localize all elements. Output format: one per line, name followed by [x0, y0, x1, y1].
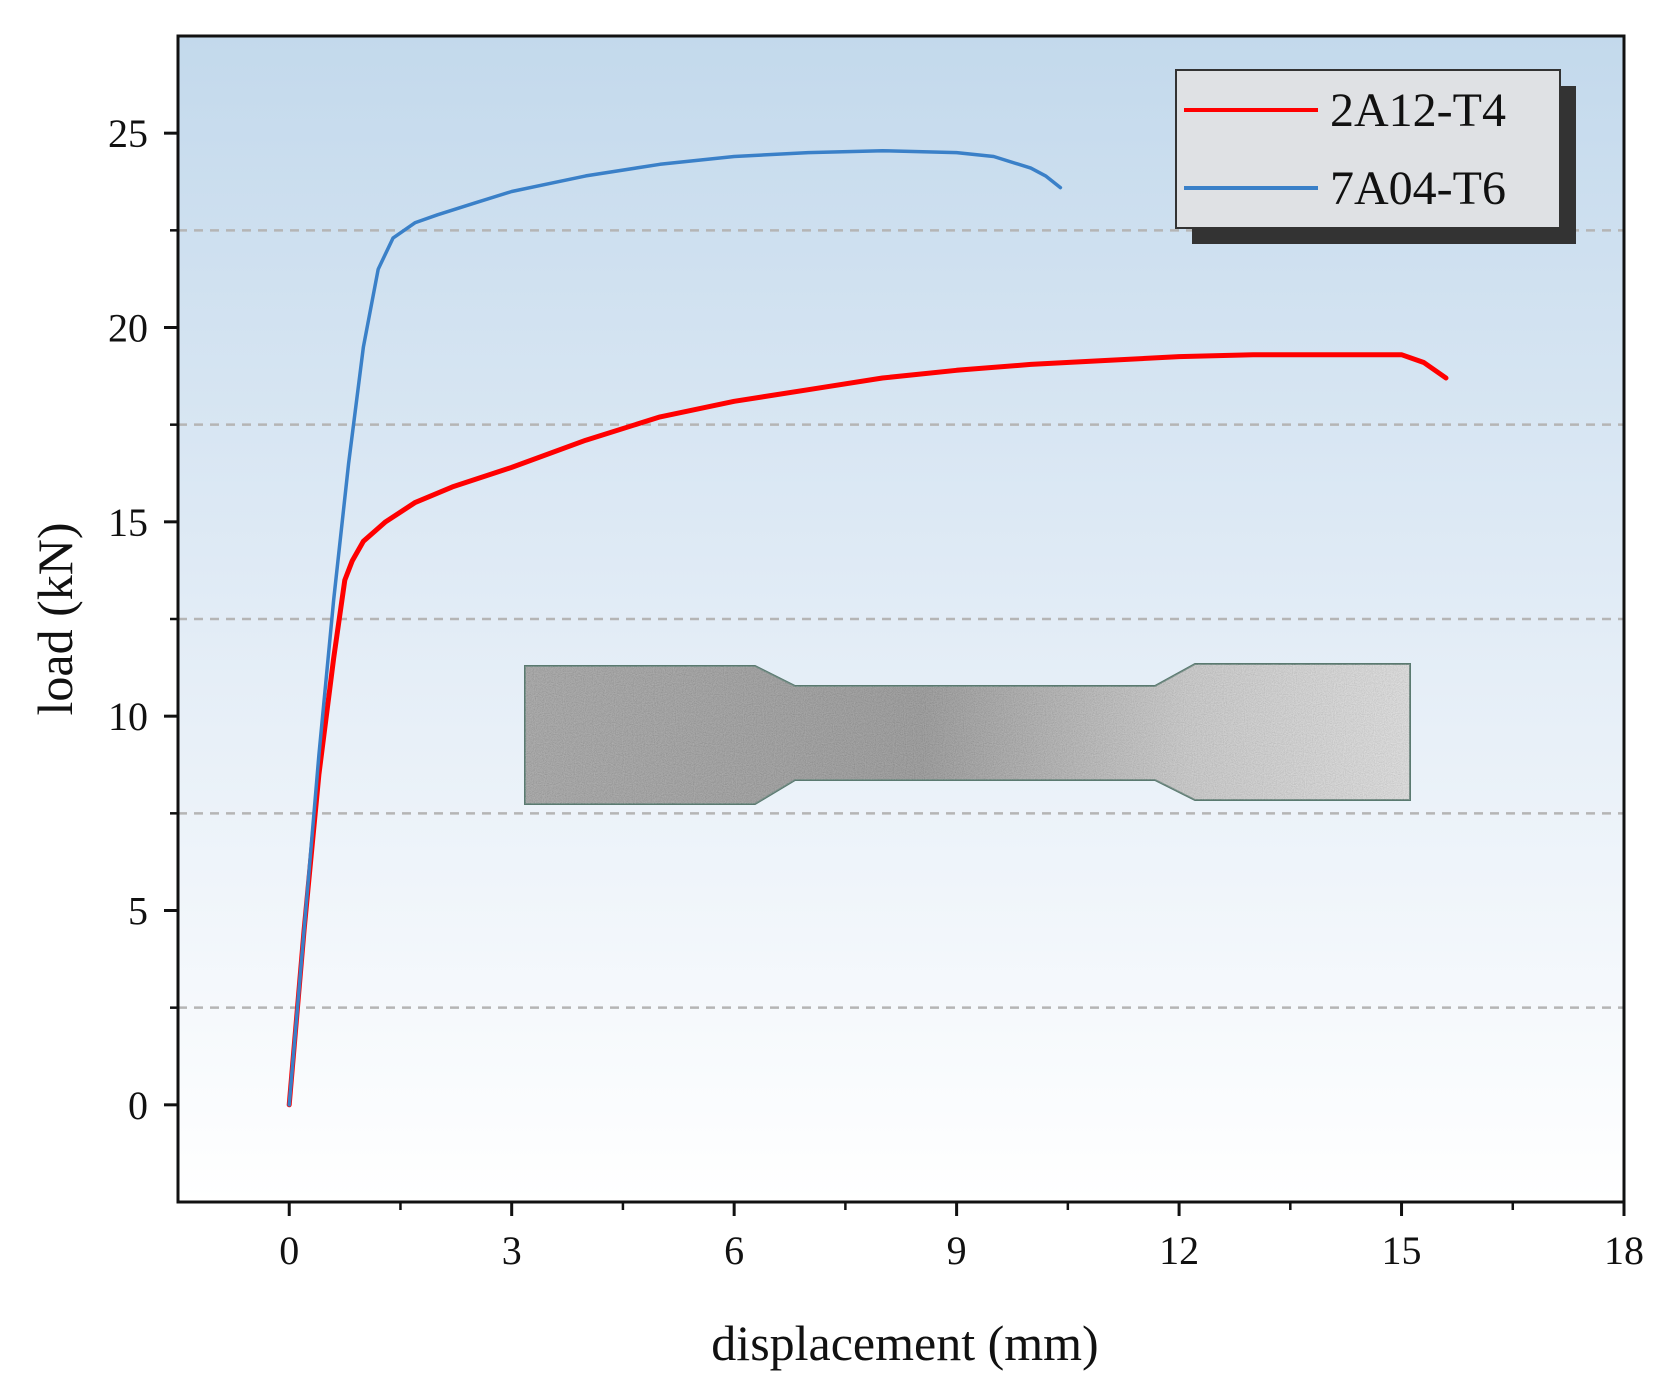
grid-lines	[178, 229, 1624, 1009]
y-tick-label: 15	[108, 500, 148, 545]
y-tick-label: 0	[128, 1083, 148, 1128]
y-axis-label: load (kN)	[27, 523, 83, 716]
legend-box	[1175, 69, 1561, 229]
legend-label-7a04: 7A04-T6	[1330, 162, 1506, 215]
x-tick-label: 9	[947, 1228, 967, 1273]
x-tick-label: 12	[1159, 1228, 1199, 1273]
x-tick-label: 0	[279, 1228, 299, 1273]
x-tick-label: 3	[502, 1228, 522, 1273]
x-tick-label: 6	[724, 1228, 744, 1273]
y-tick-label: 20	[108, 306, 148, 351]
legend-label-2a12: 2A12-T4	[1330, 84, 1506, 137]
x-tick-label: 15	[1382, 1228, 1422, 1273]
axis-ticks: 0 3 6 9 12 15 18 0 5 10 15 20 25	[108, 111, 1644, 1273]
x-tick-label: 18	[1604, 1228, 1644, 1273]
legend: 2A12-T4 7A04-T6	[1175, 69, 1576, 244]
series-line-2a12-t4	[286, 352, 1449, 1108]
series-lines	[286, 148, 1449, 1108]
x-axis-label: displacement (mm)	[711, 1315, 1098, 1371]
y-tick-label: 25	[108, 111, 148, 156]
series-line-7a04-t6	[287, 148, 1063, 1107]
y-tick-label: 10	[108, 694, 148, 739]
y-tick-label: 5	[128, 889, 148, 934]
specimen-photo	[524, 663, 1411, 805]
